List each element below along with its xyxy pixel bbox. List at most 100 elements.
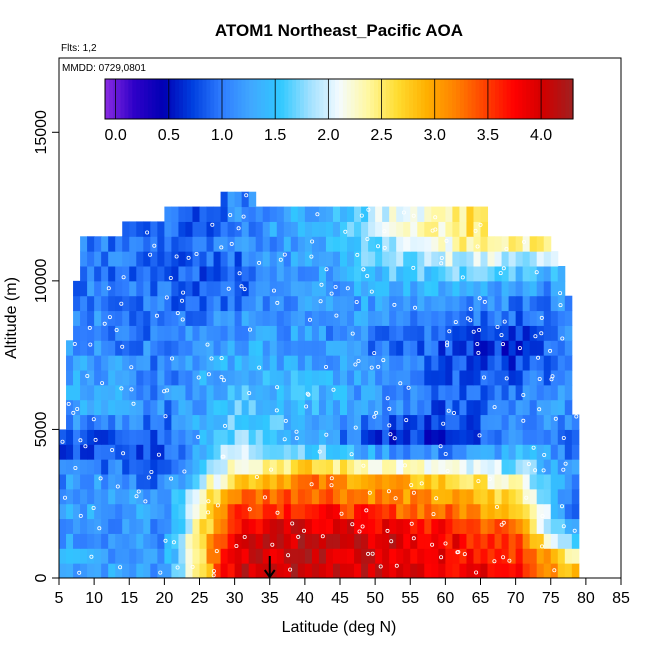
colorbar-segment bbox=[175, 79, 180, 119]
heatmap-cell bbox=[459, 459, 467, 475]
heatmap-cell bbox=[241, 563, 250, 578]
heatmap-cell bbox=[480, 414, 489, 430]
heatmap-cell bbox=[185, 444, 193, 460]
heatmap-cell bbox=[115, 563, 123, 578]
heatmap-cell bbox=[129, 488, 137, 505]
track-point bbox=[473, 228, 478, 233]
heatmap-cell bbox=[220, 414, 229, 430]
heatmap-cell bbox=[157, 518, 165, 534]
heatmap-cell bbox=[178, 384, 186, 401]
heatmap-cell bbox=[269, 221, 278, 237]
heatmap-cell bbox=[66, 414, 74, 430]
colorbar-tick-label: 2.5 bbox=[370, 127, 392, 144]
heatmap-cell bbox=[318, 266, 327, 282]
heatmap-cell bbox=[87, 280, 95, 297]
heatmap-cell bbox=[529, 251, 538, 267]
heatmap-cell bbox=[269, 355, 278, 371]
heatmap-cell bbox=[255, 429, 264, 445]
heatmap-cell bbox=[171, 488, 179, 505]
heatmap-cell bbox=[297, 295, 306, 312]
heatmap-cell bbox=[473, 221, 481, 237]
heatmap-cell bbox=[269, 399, 278, 416]
heatmap-cell bbox=[297, 251, 306, 267]
track-point bbox=[372, 414, 377, 419]
heatmap-cell bbox=[424, 266, 432, 282]
heatmap-cell bbox=[522, 370, 531, 386]
heatmap-cell bbox=[255, 310, 264, 326]
heatmap-cell bbox=[452, 429, 460, 445]
heatmap-cell bbox=[410, 370, 418, 386]
heatmap-cell bbox=[185, 518, 193, 534]
track-point bbox=[412, 305, 417, 310]
heatmap-cell bbox=[115, 295, 123, 312]
track-point bbox=[271, 288, 276, 293]
heatmap-cell bbox=[192, 221, 200, 237]
heatmap-cell bbox=[136, 548, 144, 564]
track-point bbox=[504, 246, 509, 251]
heatmap-cell bbox=[87, 370, 95, 386]
heatmap-cell bbox=[452, 340, 460, 356]
track-point bbox=[275, 510, 280, 515]
heatmap-cell bbox=[368, 488, 376, 505]
heatmap-cell bbox=[262, 414, 271, 430]
heatmap-cell bbox=[459, 444, 467, 460]
heatmap-cell bbox=[199, 384, 208, 401]
heatmap-cell bbox=[396, 340, 404, 356]
heatmap-cell bbox=[473, 429, 481, 445]
heatmap-cell bbox=[101, 399, 109, 416]
heatmap-cell bbox=[255, 370, 264, 386]
heatmap-cell bbox=[101, 236, 109, 252]
colorbar-segment bbox=[171, 79, 176, 119]
heatmap-cell bbox=[73, 474, 81, 490]
track-point bbox=[145, 230, 150, 235]
heatmap-cell bbox=[347, 518, 355, 534]
heatmap-cell bbox=[262, 266, 271, 282]
heatmap-cell bbox=[375, 266, 383, 282]
heatmap-cell bbox=[87, 488, 95, 505]
colorbar-segment bbox=[284, 79, 289, 119]
track-point bbox=[392, 436, 397, 441]
colorbar-tick-label: 1.5 bbox=[264, 127, 286, 144]
x-tick-label: 85 bbox=[612, 590, 630, 607]
heatmap-cell bbox=[157, 429, 165, 445]
heatmap-cell bbox=[515, 310, 524, 326]
heatmap-cell bbox=[487, 399, 496, 416]
colorbar-segment bbox=[159, 79, 165, 119]
heatmap-cell bbox=[73, 280, 81, 297]
track-point bbox=[522, 239, 527, 244]
heatmap-cell bbox=[550, 503, 559, 520]
heatmap-cell bbox=[487, 444, 496, 460]
heatmap-cell bbox=[108, 251, 116, 267]
track-point bbox=[241, 214, 246, 219]
heatmap-cell bbox=[304, 370, 313, 386]
track-point bbox=[60, 439, 65, 444]
heatmap-cell bbox=[389, 474, 397, 490]
heatmap-cell bbox=[501, 548, 510, 564]
heatmap-cell bbox=[368, 444, 376, 460]
x-tick-label: 20 bbox=[155, 590, 173, 607]
heatmap-cell bbox=[403, 429, 411, 445]
heatmap-cell bbox=[73, 355, 81, 371]
heatmap-cell bbox=[136, 474, 144, 490]
heatmap-cell bbox=[466, 280, 474, 297]
heatmap-cell bbox=[248, 325, 257, 341]
heatmap-cell bbox=[220, 444, 229, 460]
track-point bbox=[471, 329, 476, 334]
track-point bbox=[329, 483, 334, 488]
heatmap-cell bbox=[382, 355, 390, 371]
track-point bbox=[456, 550, 461, 555]
heatmap-cell bbox=[94, 459, 102, 475]
heatmap-cell bbox=[318, 295, 327, 312]
heatmap-cell bbox=[297, 414, 306, 430]
heatmap-cell bbox=[332, 548, 341, 564]
heatmap-cell bbox=[466, 236, 474, 252]
heatmap-cell bbox=[171, 474, 179, 490]
heatmap-cell bbox=[311, 221, 320, 237]
heatmap-cell bbox=[550, 325, 559, 341]
heatmap-cell bbox=[508, 355, 517, 371]
heatmap-cell bbox=[494, 474, 503, 490]
heatmap-cell bbox=[417, 548, 425, 564]
heatmap-cell bbox=[101, 251, 109, 267]
colorbar-segment bbox=[385, 79, 391, 119]
